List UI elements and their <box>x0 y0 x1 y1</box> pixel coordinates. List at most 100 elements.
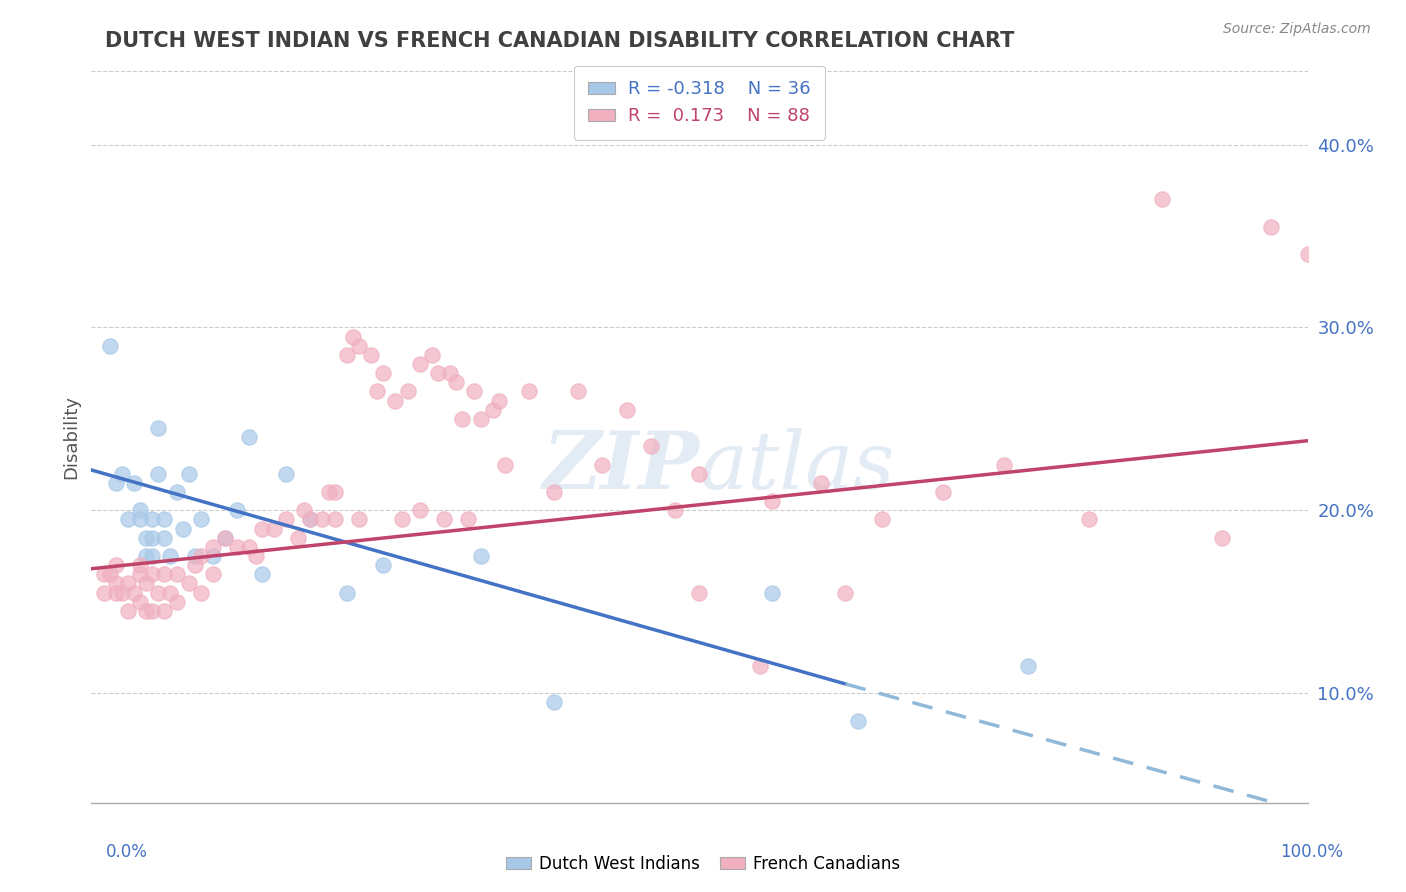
Point <box>1017 658 1039 673</box>
Point <box>117 576 139 591</box>
Point <box>567 384 589 399</box>
Point <box>111 467 134 481</box>
Point <box>292 503 315 517</box>
Point <box>104 576 127 591</box>
Point <box>148 585 170 599</box>
Point <box>153 604 176 618</box>
Point <box>470 549 492 563</box>
Text: Source: ZipAtlas.com: Source: ZipAtlas.com <box>1223 22 1371 37</box>
Point <box>177 576 200 591</box>
Point <box>141 604 163 618</box>
Point <box>336 585 359 599</box>
Y-axis label: Disability: Disability <box>62 395 80 479</box>
Point <box>166 567 188 582</box>
Point <box>214 531 236 545</box>
Point <box>238 430 260 444</box>
Point <box>190 512 212 526</box>
Point <box>543 695 565 709</box>
Point <box>129 567 152 582</box>
Point <box>311 512 333 526</box>
Point <box>245 549 267 563</box>
Point <box>287 531 309 545</box>
Point <box>98 567 121 582</box>
Point <box>184 549 207 563</box>
Point <box>135 549 157 563</box>
Point <box>761 585 783 599</box>
Point <box>463 384 485 399</box>
Point <box>360 348 382 362</box>
Point <box>190 549 212 563</box>
Point <box>135 531 157 545</box>
Point <box>931 485 953 500</box>
Point <box>488 393 510 408</box>
Legend: Dutch West Indians, French Canadians: Dutch West Indians, French Canadians <box>499 848 907 880</box>
Point <box>688 467 710 481</box>
Point <box>141 567 163 582</box>
Point <box>274 467 297 481</box>
Point <box>761 494 783 508</box>
Point <box>238 540 260 554</box>
Point <box>141 512 163 526</box>
Point <box>202 540 225 554</box>
Point <box>148 467 170 481</box>
Text: 100.0%: 100.0% <box>1279 843 1343 861</box>
Point <box>184 558 207 573</box>
Point <box>409 357 432 371</box>
Point <box>129 503 152 517</box>
Point <box>391 512 413 526</box>
Point <box>409 503 432 517</box>
Point <box>226 503 249 517</box>
Text: DUTCH WEST INDIAN VS FRENCH CANADIAN DISABILITY CORRELATION CHART: DUTCH WEST INDIAN VS FRENCH CANADIAN DIS… <box>105 31 1015 51</box>
Point <box>834 585 856 599</box>
Point <box>1211 531 1233 545</box>
Point <box>129 558 152 573</box>
Point <box>439 366 461 380</box>
Point <box>1150 193 1173 207</box>
Point <box>481 402 503 417</box>
Point <box>846 714 869 728</box>
Point <box>870 512 893 526</box>
Point <box>470 412 492 426</box>
Point <box>93 585 115 599</box>
Point <box>993 458 1015 472</box>
Point <box>190 585 212 599</box>
Point <box>543 485 565 500</box>
Point <box>591 458 613 472</box>
Point <box>1077 512 1099 526</box>
Point <box>688 585 710 599</box>
Point <box>749 658 772 673</box>
Point <box>117 604 139 618</box>
Point <box>141 531 163 545</box>
Point <box>104 585 127 599</box>
Point <box>299 512 322 526</box>
Point <box>226 540 249 554</box>
Point <box>274 512 297 526</box>
Point <box>384 393 406 408</box>
Point <box>517 384 540 399</box>
Point <box>250 521 273 535</box>
Point <box>153 531 176 545</box>
Point <box>263 521 285 535</box>
Point <box>104 558 127 573</box>
Point <box>202 567 225 582</box>
Point <box>373 558 395 573</box>
Point <box>129 594 152 608</box>
Point <box>336 348 359 362</box>
Point <box>93 567 115 582</box>
Text: 0.0%: 0.0% <box>105 843 148 861</box>
Point <box>342 329 364 343</box>
Point <box>177 467 200 481</box>
Point <box>494 458 516 472</box>
Point <box>664 503 686 517</box>
Point <box>444 375 467 389</box>
Point <box>129 512 152 526</box>
Point <box>159 549 181 563</box>
Point <box>214 531 236 545</box>
Point <box>172 521 194 535</box>
Point <box>420 348 443 362</box>
Point <box>122 585 145 599</box>
Point <box>135 576 157 591</box>
Point <box>166 485 188 500</box>
Point <box>104 475 127 490</box>
Text: ZIP: ZIP <box>543 427 699 505</box>
